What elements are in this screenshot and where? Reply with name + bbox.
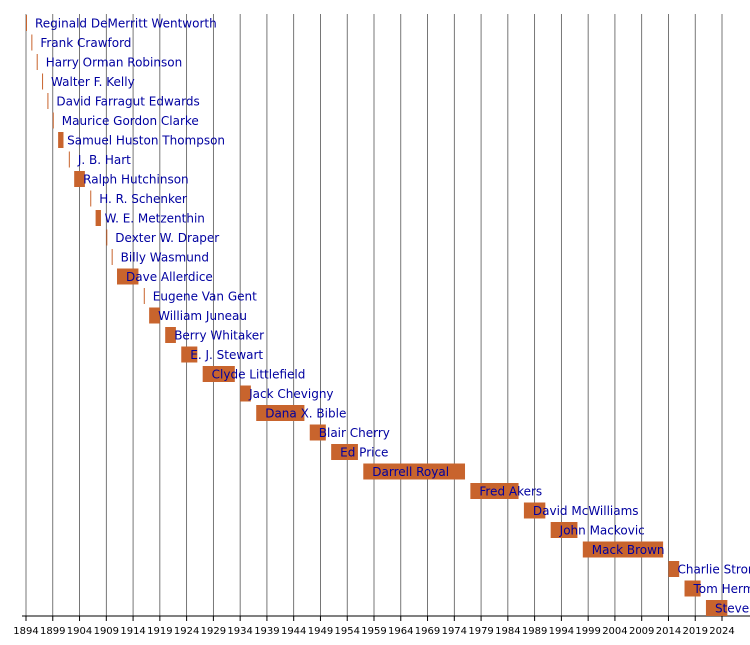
x-tick-label: 1989 xyxy=(522,626,547,637)
bar xyxy=(165,327,176,343)
coach-label: Billy Wasmund xyxy=(121,251,209,265)
x-tick-label: 1969 xyxy=(415,626,440,637)
x-tick-label: 1939 xyxy=(254,626,279,637)
x-tick-label: 2024 xyxy=(709,626,734,637)
coach-label: Walter F. Kelly xyxy=(51,75,135,89)
coach-label: Jack Chevigny xyxy=(248,387,333,401)
coach-label: Eugene Van Gent xyxy=(153,290,257,304)
coach-label: Berry Whitaker xyxy=(174,329,264,343)
bar xyxy=(550,522,578,538)
bar xyxy=(74,171,85,187)
x-tick-label: 1999 xyxy=(575,626,600,637)
bar xyxy=(582,541,664,558)
x-tick-label: 1994 xyxy=(549,626,574,637)
x-tick-label: 1949 xyxy=(308,626,333,637)
x-tick-label: 1919 xyxy=(147,626,172,637)
bar xyxy=(26,15,27,31)
coach-label: Clyde Littlefield xyxy=(212,368,306,382)
coach-label: Dana X. Bible xyxy=(265,407,346,421)
x-tick-label: 1904 xyxy=(67,626,92,637)
coach-label: Dexter W. Draper xyxy=(115,231,219,245)
coach-label: H. R. Schenker xyxy=(99,192,187,206)
coach-label: Frank Crawford xyxy=(40,36,131,50)
coach-label: W. E. Metzenthin xyxy=(105,212,205,226)
x-tick-label: 1974 xyxy=(442,626,467,637)
x-tick-label: 1954 xyxy=(335,626,360,637)
coach-label: Dave Allerdice xyxy=(126,270,213,284)
bar xyxy=(181,346,198,363)
coach-label: Ed Price xyxy=(340,446,388,460)
bar xyxy=(309,424,326,441)
x-tick-label: 1959 xyxy=(361,626,386,637)
coach-label: John Mackovic xyxy=(559,524,645,538)
bar xyxy=(52,112,54,129)
x-tick-label: 1964 xyxy=(388,626,413,637)
coach-label: Mack Brown xyxy=(592,543,665,557)
bar xyxy=(240,385,251,402)
coach-label: Samuel Huston Thompson xyxy=(67,134,225,148)
bar xyxy=(58,132,64,148)
coach-label: J. B. Hart xyxy=(77,153,131,167)
bar xyxy=(47,93,49,109)
bar xyxy=(668,561,680,577)
bar xyxy=(31,34,33,51)
x-tick-label: 2014 xyxy=(656,626,681,637)
x-tick-label: 1899 xyxy=(40,626,65,637)
coach-label: Darrell Royal xyxy=(372,465,449,479)
x-tick-label: 1944 xyxy=(281,626,306,637)
coach-label: William Juneau xyxy=(158,309,247,323)
x-tick-label: 1984 xyxy=(495,626,520,637)
coach-label: Fred Akers xyxy=(479,485,542,499)
coach-label: David McWilliams xyxy=(533,504,639,518)
bar xyxy=(363,463,466,480)
bar xyxy=(684,580,701,597)
coach-label: Charlie Strong xyxy=(677,563,750,577)
bar xyxy=(331,444,358,460)
bar xyxy=(36,54,38,70)
x-tick-label: 1909 xyxy=(94,626,119,637)
coach-label: Maurice Gordon Clarke xyxy=(62,114,199,128)
coach-label: E. J. Stewart xyxy=(190,348,263,362)
bar xyxy=(117,268,139,285)
bar xyxy=(143,288,145,304)
x-tick-label: 1979 xyxy=(468,626,493,637)
bar xyxy=(90,190,92,207)
bar xyxy=(705,600,728,616)
bar xyxy=(470,483,519,499)
bar xyxy=(42,73,44,90)
coach-label: Reginald DeMerritt Wentworth xyxy=(35,17,217,31)
coach-label: David Farragut Edwards xyxy=(56,95,199,109)
x-tick-label: 1929 xyxy=(201,626,226,637)
x-tick-label: 1934 xyxy=(227,626,252,637)
coach-label: Harry Orman Robinson xyxy=(46,56,182,70)
x-tick-label: 1894 xyxy=(13,626,38,637)
bar xyxy=(111,249,113,265)
coach-label: Blair Cherry xyxy=(319,426,390,440)
bar xyxy=(202,366,235,382)
bar xyxy=(523,502,546,519)
coach-label: Tom Herman xyxy=(693,582,750,596)
bar xyxy=(256,405,305,421)
coach-label: Ralph Hutchinson xyxy=(83,173,188,187)
bar xyxy=(149,307,160,324)
x-tick-label: 2019 xyxy=(683,626,708,637)
coach-label: Steve Sarkisian xyxy=(715,602,750,616)
bar xyxy=(68,151,70,168)
x-tick-label: 2004 xyxy=(602,626,627,637)
x-tick-label: 1924 xyxy=(174,626,199,637)
x-tick-label: 2009 xyxy=(629,626,654,637)
bar xyxy=(95,210,101,226)
bar xyxy=(106,229,108,246)
x-tick-label: 1914 xyxy=(120,626,145,637)
